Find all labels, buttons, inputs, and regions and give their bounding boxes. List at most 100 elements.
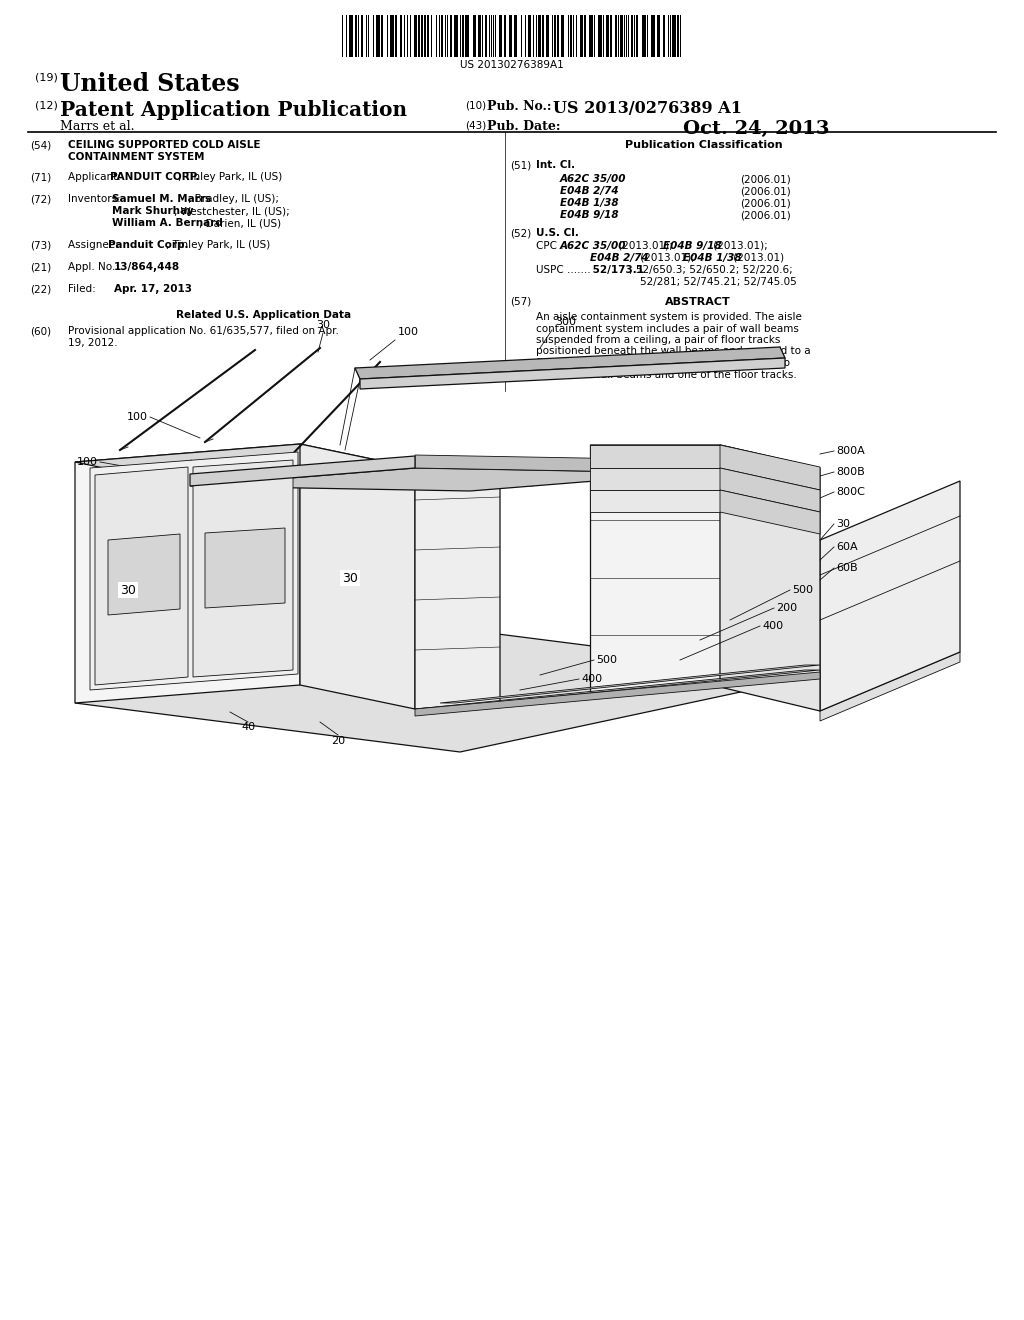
Bar	[554, 15, 556, 57]
Text: Appl. No.:: Appl. No.:	[68, 261, 122, 272]
Bar	[381, 15, 383, 57]
Bar	[454, 15, 458, 57]
Text: Assignee:: Assignee:	[68, 240, 122, 249]
Text: 100: 100	[127, 412, 148, 422]
Bar	[631, 15, 633, 57]
Text: (2006.01): (2006.01)	[740, 174, 791, 183]
Bar	[504, 15, 506, 57]
Text: 400: 400	[762, 620, 783, 631]
Bar	[361, 15, 362, 57]
Text: (54): (54)	[30, 140, 51, 150]
Bar	[672, 15, 676, 57]
Text: E04B 1/38: E04B 1/38	[560, 198, 618, 209]
Bar	[499, 15, 502, 57]
Polygon shape	[820, 480, 961, 711]
Polygon shape	[75, 626, 820, 752]
Text: Marrs et al.: Marrs et al.	[60, 120, 134, 133]
Bar	[642, 15, 646, 57]
Text: US 20130276389A1: US 20130276389A1	[460, 59, 564, 70]
Bar	[473, 15, 476, 57]
Bar	[584, 15, 586, 57]
Text: Pub. No.:: Pub. No.:	[487, 100, 552, 114]
Polygon shape	[190, 455, 415, 486]
Text: Samuel M. Marrs: Samuel M. Marrs	[112, 194, 211, 205]
Polygon shape	[95, 467, 188, 685]
Text: 400: 400	[581, 675, 602, 684]
Text: Mark Shurhay: Mark Shurhay	[112, 206, 194, 216]
Bar	[400, 15, 402, 57]
Text: Related U.S. Application Data: Related U.S. Application Data	[176, 310, 351, 319]
Polygon shape	[590, 445, 820, 469]
Text: 52/281; 52/745.21; 52/745.05: 52/281; 52/745.21; 52/745.05	[640, 277, 797, 286]
Text: 52/173.1: 52/173.1	[589, 265, 644, 275]
Polygon shape	[205, 528, 285, 609]
Bar	[465, 15, 469, 57]
Text: E04B 9/18: E04B 9/18	[663, 242, 722, 251]
Text: 30: 30	[120, 583, 136, 597]
Text: (2013.01);: (2013.01);	[710, 242, 768, 251]
Bar	[355, 15, 357, 57]
Text: (57): (57)	[510, 297, 531, 308]
Text: PANDUIT CORP.: PANDUIT CORP.	[110, 172, 200, 182]
Polygon shape	[720, 445, 820, 490]
Bar	[418, 15, 420, 57]
Text: , Darien, IL (US): , Darien, IL (US)	[199, 218, 282, 228]
Text: Panduit Corp.: Panduit Corp.	[108, 240, 188, 249]
Text: , Tinley Park, IL (US): , Tinley Park, IL (US)	[166, 240, 270, 249]
Polygon shape	[190, 469, 695, 491]
Text: CEILING SUPPORTED COLD AISLE: CEILING SUPPORTED COLD AISLE	[68, 140, 260, 150]
Polygon shape	[415, 455, 695, 473]
Text: Inventors:: Inventors:	[68, 194, 124, 205]
Text: (2006.01): (2006.01)	[740, 198, 791, 209]
Bar	[657, 15, 660, 57]
Text: 60B: 60B	[836, 564, 858, 573]
Polygon shape	[590, 490, 720, 512]
Text: Oct. 24, 2013: Oct. 24, 2013	[683, 120, 829, 139]
Polygon shape	[820, 652, 961, 721]
Text: ; 52/650.3; 52/650.2; 52/220.6;: ; 52/650.3; 52/650.2; 52/220.6;	[629, 265, 793, 275]
Text: CONTAINMENT SYSTEM: CONTAINMENT SYSTEM	[68, 152, 205, 162]
Text: Publication Classification: Publication Classification	[625, 140, 782, 150]
Text: ABSTRACT: ABSTRACT	[665, 297, 731, 308]
Text: William A. Bernard: William A. Bernard	[112, 218, 223, 228]
Text: USPC .......: USPC .......	[536, 265, 591, 275]
Bar	[427, 15, 429, 57]
Polygon shape	[720, 445, 820, 711]
Text: 800A: 800A	[836, 446, 864, 455]
Text: 30: 30	[342, 572, 358, 585]
Polygon shape	[720, 469, 820, 512]
Text: Int. Cl.: Int. Cl.	[536, 160, 575, 170]
Text: 300: 300	[555, 317, 575, 327]
Text: US 2013/0276389 A1: US 2013/0276389 A1	[553, 100, 742, 117]
Text: 30: 30	[120, 583, 136, 597]
Text: 30: 30	[836, 519, 850, 529]
Bar	[663, 15, 665, 57]
Text: containment system includes a pair of wall beams: containment system includes a pair of wa…	[536, 323, 799, 334]
Bar	[615, 15, 617, 57]
Polygon shape	[355, 347, 785, 379]
Polygon shape	[415, 672, 820, 715]
Text: 60A: 60A	[836, 543, 858, 552]
Polygon shape	[415, 462, 500, 709]
Bar	[376, 15, 380, 57]
Bar	[610, 15, 612, 57]
Text: (71): (71)	[30, 172, 51, 182]
Text: (72): (72)	[30, 194, 51, 205]
Text: 30: 30	[316, 319, 330, 330]
Bar	[538, 15, 541, 57]
Bar	[651, 15, 655, 57]
Text: suspended from a ceiling, a pair of floor tracks: suspended from a ceiling, a pair of floo…	[536, 335, 780, 345]
Text: 500: 500	[596, 655, 617, 665]
Text: Apr. 17, 2013: Apr. 17, 2013	[114, 284, 193, 294]
Text: , Tinley Park, IL (US): , Tinley Park, IL (US)	[178, 172, 283, 182]
Text: Filed:: Filed:	[68, 284, 112, 294]
Bar	[349, 15, 353, 57]
Text: 13/864,448: 13/864,448	[114, 261, 180, 272]
Bar	[589, 15, 593, 57]
Text: 40: 40	[241, 722, 255, 733]
Bar	[340, 570, 360, 586]
Text: (60): (60)	[30, 326, 51, 337]
Text: CPC .: CPC .	[536, 242, 567, 251]
Bar	[462, 15, 464, 57]
Text: E04B 2/74: E04B 2/74	[560, 186, 618, 195]
